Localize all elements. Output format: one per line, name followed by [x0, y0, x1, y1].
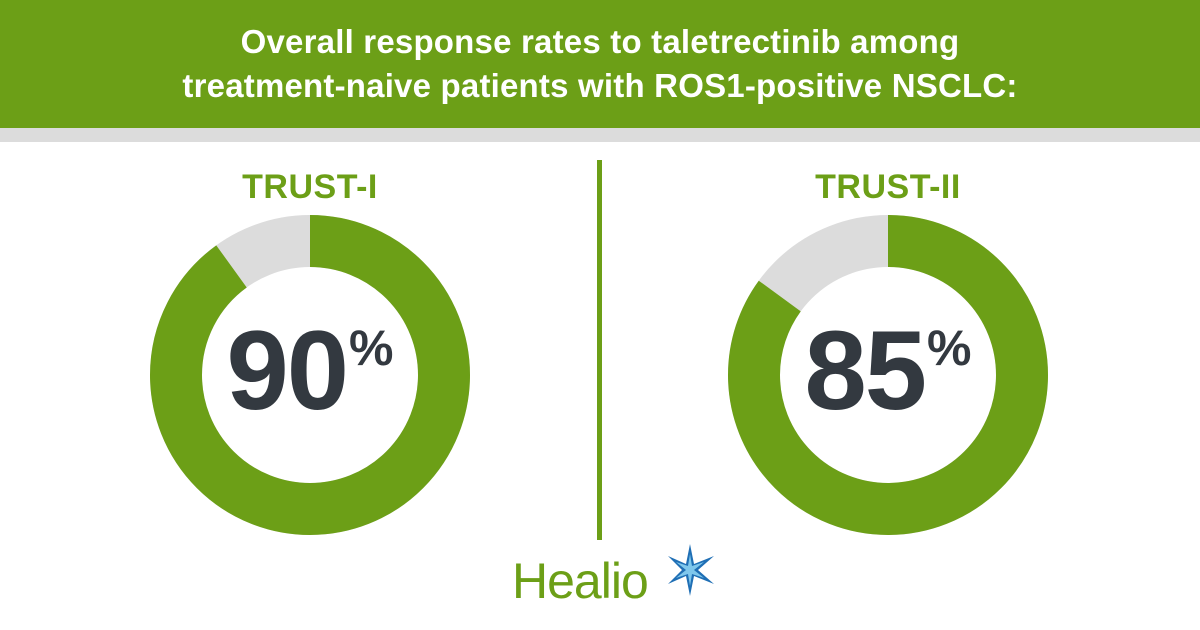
title-line-1: Overall response rates to taletrectinib …: [240, 23, 960, 60]
value-label: 85%: [708, 315, 1068, 427]
donut-chart-trust-i: [150, 215, 470, 535]
value-number: 85: [804, 308, 927, 433]
donut-arc: [150, 215, 470, 535]
panel-trust-ii: TRUST-II 85%: [708, 160, 1068, 560]
donut-arc: [728, 215, 1048, 535]
donut-chart-trust-ii: [728, 215, 1048, 535]
divider: [597, 160, 602, 540]
logo-text: Healio: [512, 553, 649, 609]
star-icon: [668, 544, 714, 596]
panel-trust-i: TRUST-I 90%: [130, 160, 490, 560]
header-rule: [0, 128, 1200, 142]
chart-title: TRUST-II: [815, 168, 961, 206]
chart-title: TRUST-I: [242, 168, 378, 206]
value-unit: %: [927, 320, 972, 376]
value-label: 90%: [130, 315, 490, 427]
healio-logo: Healio: [512, 544, 714, 609]
title-line-2: treatment-naive patients with ROS1-posit…: [182, 67, 1018, 104]
header-banner: Overall response rates to taletrectinib …: [0, 0, 1200, 128]
value-unit: %: [349, 320, 394, 376]
value-number: 90: [226, 308, 349, 433]
